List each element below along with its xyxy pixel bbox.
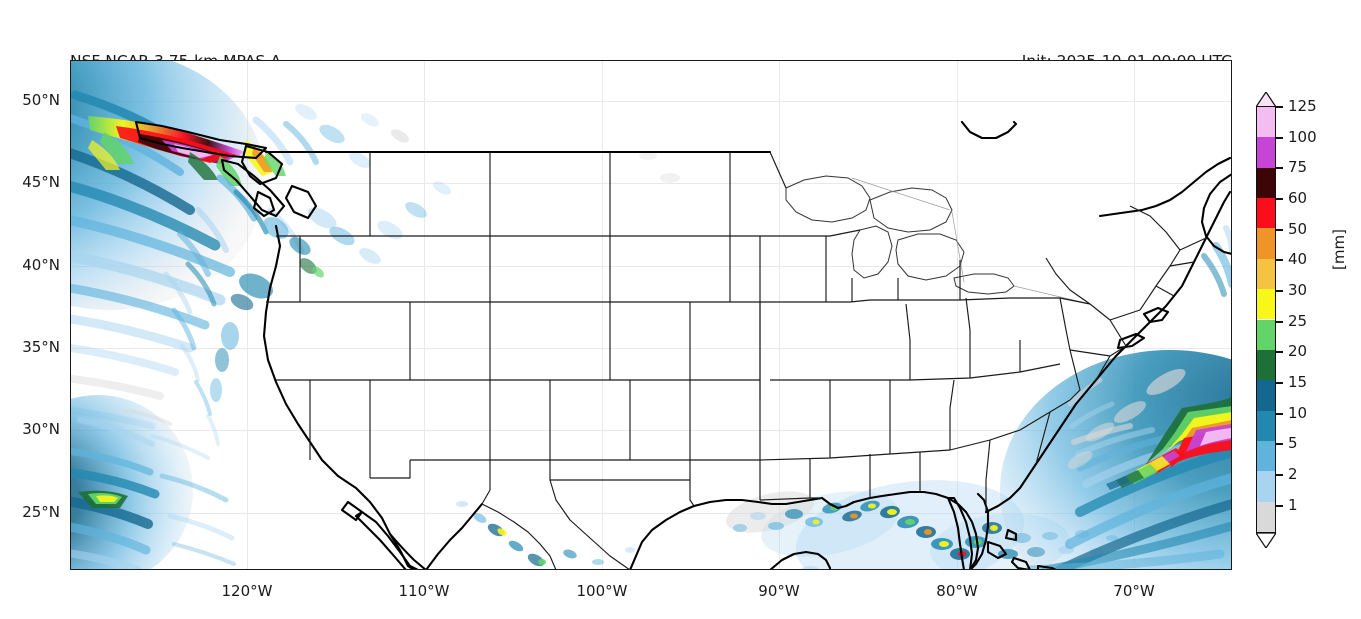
gridline-horizontal [70, 266, 1232, 267]
xtick-label: 70°W [1113, 582, 1155, 600]
colorbar-tick [1276, 474, 1283, 476]
precip-blob-atlantic-cyclone [1000, 350, 1232, 570]
xtick-label: 110°W [398, 582, 450, 600]
precip-convection-florida-gulf [726, 480, 1118, 570]
colorbar-tick-label: 50 [1288, 220, 1308, 238]
colorbar-axis-label: [mm] [1330, 229, 1348, 270]
colorbar-extend-top [1256, 92, 1276, 107]
gridline-horizontal [70, 183, 1232, 184]
precip-cells-southwest [456, 501, 635, 567]
colorbar-tick-label: 10 [1288, 404, 1308, 422]
precipitation-field [70, 60, 1232, 570]
precip-blob-eastern-pacific [70, 395, 193, 570]
precip-patches-west [210, 104, 452, 402]
colorbar-band-1 [1257, 501, 1275, 532]
colorbar-band-10 [1257, 410, 1275, 441]
colorbar-tick [1276, 321, 1283, 323]
colorbar-band-2 [1257, 471, 1275, 502]
gridline-vertical [247, 60, 248, 570]
colorbar-tick [1276, 167, 1283, 169]
colorbar-band-20 [1257, 349, 1275, 381]
colorbar-tick-label: 40 [1288, 250, 1308, 268]
gridline-horizontal [70, 101, 1232, 102]
colorbar-band-125 [1257, 107, 1275, 138]
colorbar-tick-label: 15 [1288, 373, 1308, 391]
colorbar-tick-label: 20 [1288, 342, 1308, 360]
colorbar-tick [1276, 290, 1283, 292]
colorbar-band-15 [1257, 380, 1275, 411]
xtick-label: 90°W [758, 582, 800, 600]
colorbar-tick [1276, 443, 1283, 445]
colorbar-tick [1276, 198, 1283, 200]
colorbar-band-25 [1257, 319, 1275, 350]
colorbar-tick [1276, 106, 1283, 108]
gridline-horizontal [70, 348, 1232, 349]
colorbar-tick-label: 1 [1288, 496, 1298, 514]
colorbar-band-75 [1257, 167, 1275, 199]
colorbar-gradient [1256, 106, 1276, 533]
gridline-vertical [779, 60, 780, 570]
colorbar-tick [1276, 351, 1283, 353]
gridline-vertical [1134, 60, 1135, 570]
colorbar-band-30 [1257, 289, 1275, 320]
colorbar-band-60 [1257, 198, 1275, 229]
xtick-label: 120°W [221, 582, 273, 600]
gridline-horizontal [70, 430, 1232, 431]
colorbar-tick-label: 25 [1288, 312, 1308, 330]
colorbar-tick-label: 2 [1288, 465, 1298, 483]
colorbar-band-50 [1257, 228, 1275, 259]
colorbar-tick-label: 30 [1288, 281, 1308, 299]
colorbar-tick-label: 60 [1288, 189, 1308, 207]
colorbar-tick [1276, 505, 1283, 507]
gridline-vertical [957, 60, 958, 570]
colorbar [1256, 92, 1276, 548]
gridline-horizontal [70, 513, 1232, 514]
colorbar-tick-label: 75 [1288, 158, 1308, 176]
colorbar-tick-label: 5 [1288, 434, 1298, 452]
colorbar-tick [1276, 259, 1283, 261]
colorbar-tick [1276, 413, 1283, 415]
gridline-vertical [424, 60, 425, 570]
colorbar-tick [1276, 382, 1283, 384]
colorbar-band-100 [1257, 137, 1275, 168]
colorbar-band-5 [1257, 440, 1275, 472]
xtick-label: 100°W [576, 582, 628, 600]
colorbar-extend-bottom [1256, 533, 1276, 548]
map-plot-area [70, 60, 1232, 570]
precip-blob-pacific-northwest [70, 60, 286, 430]
state-boundaries [264, 150, 1207, 570]
colorbar-band-40 [1257, 258, 1275, 290]
precip-streaks-northwest [163, 116, 319, 446]
colorbar-tick-label: 125 [1288, 97, 1317, 115]
precip-light-scattered [639, 152, 1186, 469]
colorbar-tick-label: 100 [1288, 128, 1317, 146]
xtick-label: 80°W [936, 582, 978, 600]
colorbar-tick [1276, 137, 1283, 139]
gridline-vertical [602, 60, 603, 570]
precip-streaks-eastern-pacific [122, 408, 236, 566]
coastlines [134, 120, 1232, 570]
colorbar-tick [1276, 229, 1283, 231]
